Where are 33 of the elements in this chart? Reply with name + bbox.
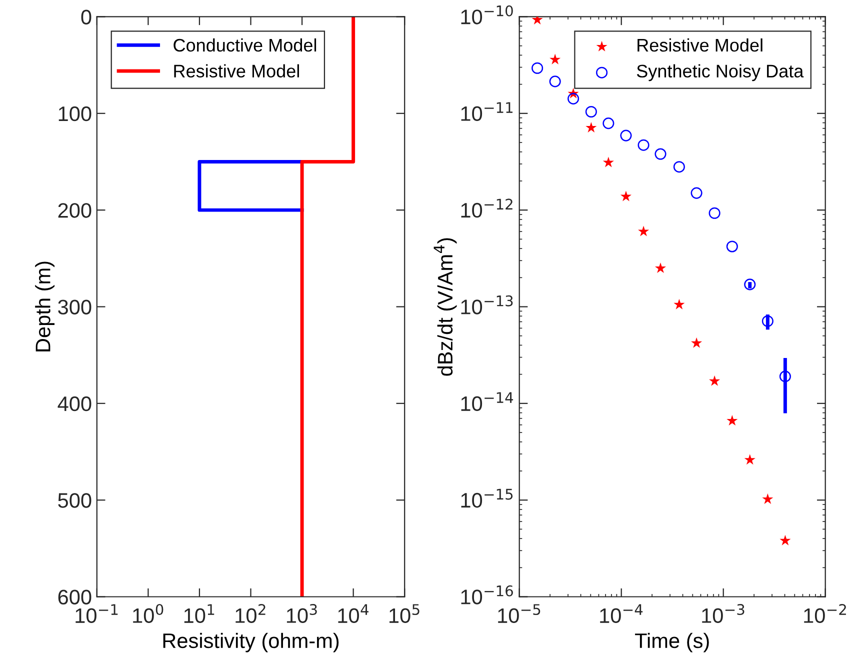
y-tick-label: 10$^{−15}$ — [461, 488, 513, 508]
x-tick-label: 10$^{−5}$ — [498, 604, 540, 624]
x-axis-title: Resistivity (ohm-m) — [163, 632, 339, 652]
y-tick-label: 200 — [58, 203, 92, 218]
legend-label: Resistive Model — [174, 64, 299, 78]
legend-label: Conductive Model — [174, 38, 316, 52]
y-tick-label: 0 — [81, 10, 92, 24]
x-tick-label: 10$^{4}$ — [338, 604, 368, 624]
y-tick-label: 10$^{−11}$ — [461, 102, 512, 122]
y-tick-label: 10$^{−14}$ — [461, 392, 514, 412]
x-tick-label: 10$^{0}$ — [133, 604, 164, 623]
x-tick-label: 10$^{1}$ — [184, 604, 214, 624]
legend-label: Resistive Model — [638, 38, 762, 52]
y-tick-label: 500 — [58, 493, 92, 508]
x-tick-label: 10$^{−2}$ — [804, 604, 846, 623]
y-tick-label: 10$^{−13}$ — [461, 295, 513, 314]
x-tick-label: 10$^{−1}$ — [76, 604, 118, 624]
y-tick-label: 100 — [58, 106, 92, 122]
y-tick-label: 10$^{−12}$ — [461, 198, 512, 218]
legend-label: Synthetic Noisy Data — [636, 64, 804, 82]
x-axis-title: Time (s) — [635, 632, 709, 652]
y-tick-label: 400 — [58, 396, 92, 412]
x-tick-label: 10$^{−4}$ — [600, 604, 643, 624]
y-axis-title: Depth (m) — [35, 262, 55, 352]
x-tick-label: 10$^{−3}$ — [702, 604, 744, 623]
y-tick-label: 10$^{−16}$ — [461, 585, 513, 604]
y-tick-label: 300 — [58, 300, 92, 314]
y-tick-label: 10$^{−10}$ — [461, 5, 513, 24]
y-tick-label: 600 — [58, 590, 92, 604]
y-axis-title: dBz/dt (V/Am$^{4}$) — [434, 238, 457, 376]
x-tick-label: 10$^{2}$ — [236, 604, 266, 623]
x-tick-label: 10$^{5}$ — [390, 604, 420, 624]
x-tick-label: 10$^{3}$ — [286, 604, 317, 623]
